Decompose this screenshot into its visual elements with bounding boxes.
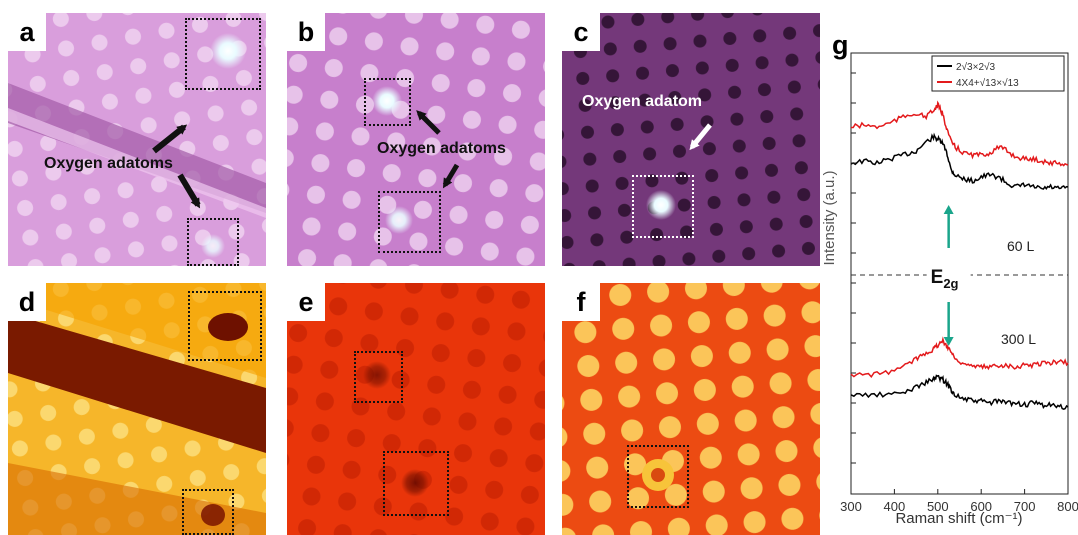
panel-f: f (562, 283, 820, 535)
stm-image-a (8, 13, 266, 266)
adatom-box (185, 18, 261, 90)
series-layer (850, 100, 1069, 411)
e2g-arrows (943, 205, 954, 346)
legend-entry: 2√3×2√3 (956, 61, 996, 73)
x-axis-label: Raman shift (cm⁻¹) (895, 510, 1022, 527)
panel-label-a: a (8, 13, 46, 51)
x-tick-label: 300 (840, 499, 862, 514)
panel-label-c: c (562, 13, 600, 51)
raman-chart: 300 400 500 600 700 800 Raman shift (cm⁻¹) In… (821, 52, 1078, 527)
adatom-box (182, 489, 234, 535)
panel-d: d (8, 283, 266, 535)
panel-label-g: g (832, 30, 849, 60)
y-ticks (851, 72, 856, 464)
stm-panel-c: c Oxygen adatom (562, 13, 820, 266)
adatom-box (632, 175, 694, 238)
e2g-label-bg (926, 260, 971, 290)
adatom-box (188, 291, 262, 361)
image-f (562, 283, 820, 535)
adatom-box (627, 445, 689, 508)
dose-label-upper: 60 L (1007, 238, 1034, 254)
adatom-box (383, 451, 449, 516)
adatom-box (354, 351, 403, 403)
stm-panel-b: b Oxygen adatoms (287, 13, 545, 266)
image-d (8, 283, 266, 535)
series-line-black-300l (850, 374, 1069, 411)
dose-label-lower: 300 L (1001, 331, 1036, 347)
adatom-box (187, 218, 239, 266)
oxygen-adatoms-label: Oxygen adatoms (377, 140, 506, 157)
adatom-box (378, 191, 441, 253)
image-e (287, 283, 545, 535)
x-tick-label: 400 (884, 499, 906, 514)
x-tick-label: 600 (970, 499, 992, 514)
series-line-red-60l (851, 100, 1069, 167)
legend-entry: 4X4+√13×√13 (956, 77, 1019, 89)
panel-label-d: d (8, 283, 46, 321)
panel-label-e: e (287, 283, 325, 321)
oxygen-adatoms-label: Oxygen adatoms (44, 155, 173, 172)
series-line-red-300l (850, 336, 1069, 379)
panel-label-b: b (287, 13, 325, 51)
series-line-black-60l (850, 132, 1069, 191)
oxygen-adatom-label: Oxygen adatom (582, 93, 703, 110)
plot-frame (850, 52, 1069, 495)
x-ticks: 300 400 500 600 700 800 (840, 489, 1078, 514)
adatom-box (364, 78, 411, 126)
x-tick-label: 700 (1014, 499, 1036, 514)
y-axis-label: Intensity (a.u.) (821, 170, 838, 265)
stm-image-b (287, 13, 545, 266)
x-tick-label: 500 (927, 499, 949, 514)
panel-label-f: f (562, 283, 600, 321)
legend: 2√3×2√3 4X4+√13×√13 (931, 55, 1065, 92)
panel-e: e (287, 283, 545, 535)
stm-panel-a: a Oxygen adatoms (8, 13, 266, 266)
x-tick-label: 800 (1057, 499, 1078, 514)
